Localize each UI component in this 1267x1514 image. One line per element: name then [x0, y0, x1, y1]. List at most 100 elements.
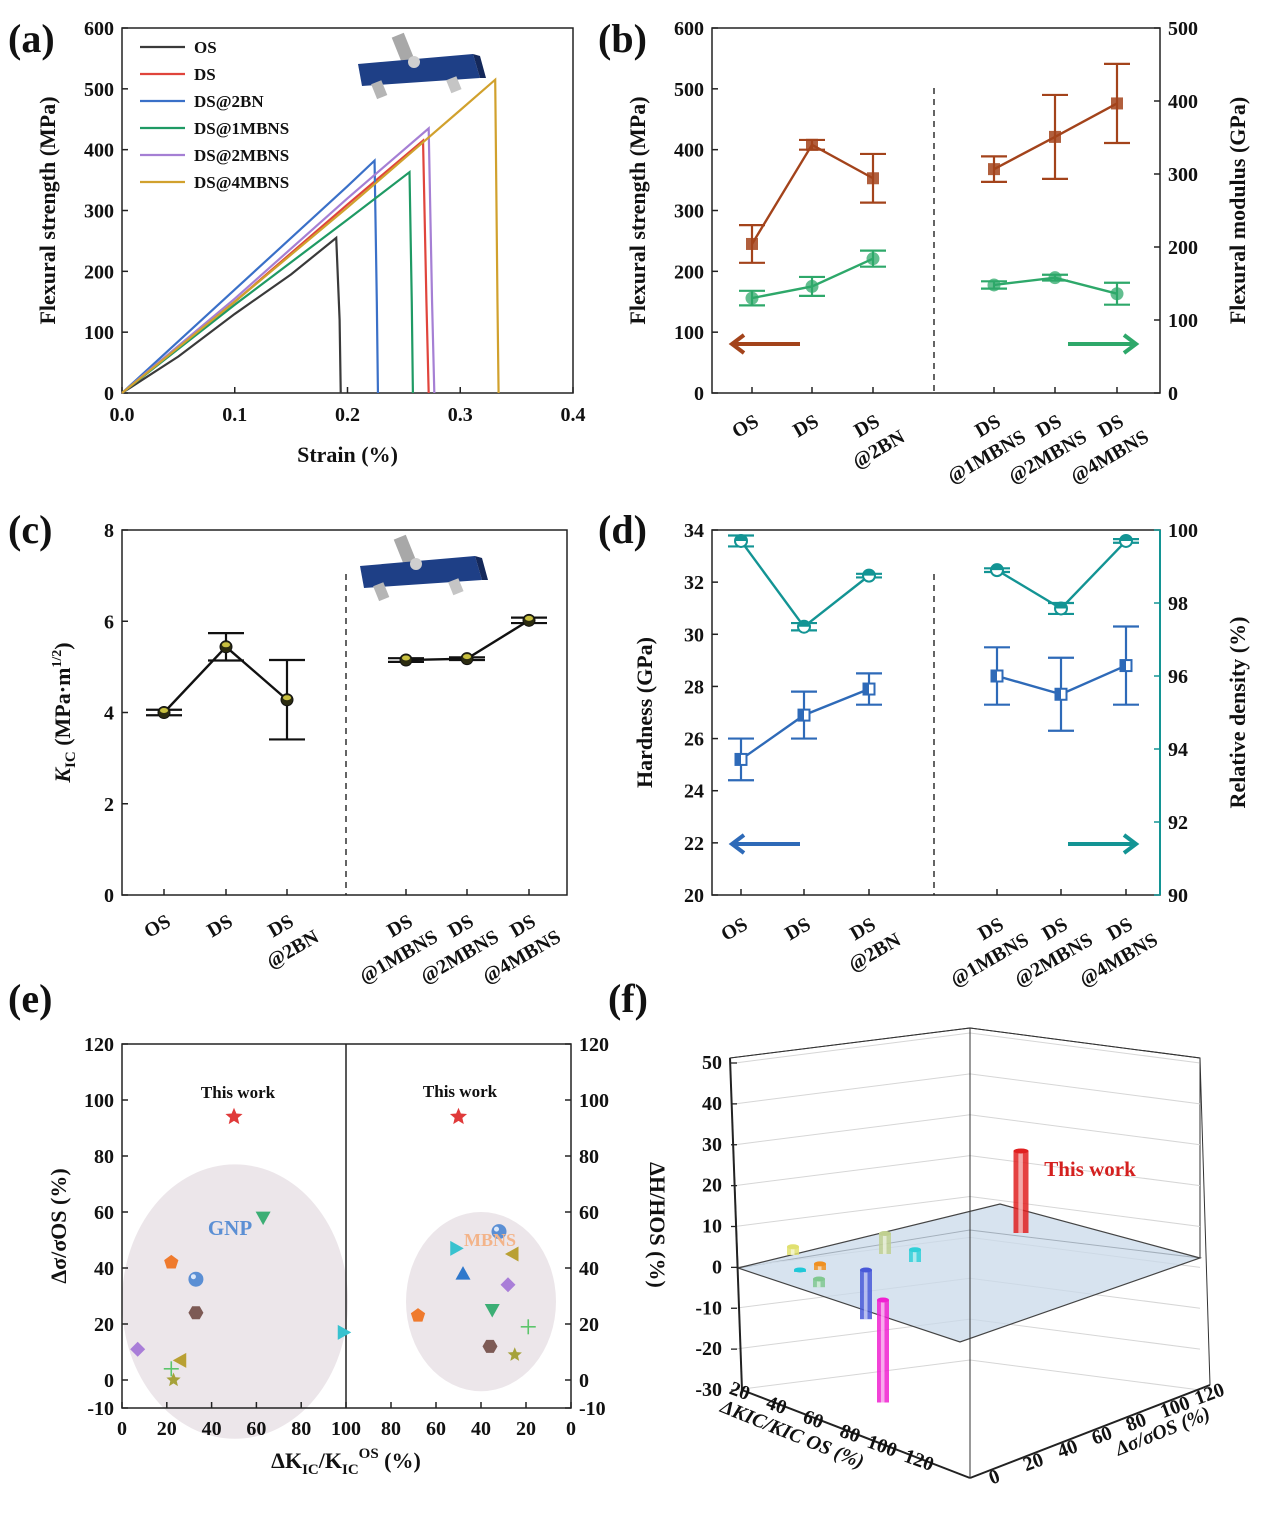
support-pin-icon [371, 80, 388, 100]
y-tick-label: 60 [94, 1202, 114, 1224]
this-work-star-left [225, 1107, 243, 1125]
panel-label: (d) [598, 507, 647, 552]
y2-tick-label: 500 [1168, 18, 1198, 40]
data-point-circle-half [991, 564, 1003, 571]
x-axis-line [741, 1389, 971, 1479]
marker-tri-down [484, 1304, 500, 1318]
this-work-label: This work [1044, 1157, 1136, 1181]
data-point-square-half [798, 709, 804, 721]
y-axis-title: Flexural strength (MPa) [35, 96, 60, 324]
y-tick-label: 0 [104, 885, 114, 907]
x-axis-title: ΔKIC/KICOS (%) [271, 1446, 421, 1478]
legend-label: OS [194, 38, 217, 57]
data-point-circle-half [735, 534, 747, 541]
data-point-circle-half [798, 620, 810, 627]
bar-cylinder-cap [1013, 1148, 1029, 1154]
plot-frame [121, 529, 568, 896]
marker-triangle [455, 1266, 471, 1280]
y-tick-label: 4 [104, 703, 114, 725]
x-axis-title: Strain (%) [297, 442, 398, 467]
x-tick-label: 0 [566, 1418, 576, 1440]
bar-cylinder-shine [1018, 1151, 1023, 1233]
y-tick-label: 300 [674, 201, 704, 223]
top-edge [969, 1027, 1201, 1059]
panel-label: (c) [8, 507, 52, 552]
z-tick-label: 20 [702, 1175, 722, 1197]
left-axis-arrow-head [728, 833, 746, 855]
y2-tick-label: 94 [1168, 739, 1188, 761]
y2-tick-label: 120 [579, 1034, 609, 1056]
vertical-edge [1199, 1057, 1211, 1386]
y-tick-label: 600 [84, 18, 114, 40]
x-tick-label: 40 [202, 1418, 222, 1440]
x-category-label: OS [140, 910, 174, 942]
bar-cylinder-cap [860, 1267, 872, 1273]
support-pin-icon [446, 76, 462, 94]
data-point-square [1111, 97, 1123, 110]
x-tick-label: 80 [291, 1418, 311, 1440]
y-tick-label: 22 [684, 833, 704, 855]
y2-tick-label: 200 [1168, 237, 1198, 259]
this-work-label: This work [201, 1083, 276, 1102]
series-line-DS@2MBNS [121, 126, 436, 394]
z-tick-label: 0 [712, 1256, 722, 1278]
legend-label: DS@4MBNS [194, 173, 289, 192]
y2-tick-label: 0 [579, 1370, 589, 1392]
panel-label: (e) [8, 976, 52, 1021]
data-point-circle-half [1055, 602, 1067, 609]
data-point-highlight [283, 695, 291, 701]
x-tick-label: 80 [381, 1418, 401, 1440]
z-tick-label: 40 [702, 1093, 722, 1115]
legend-label: DS@2BN [194, 92, 264, 111]
y-tick-label: 26 [684, 729, 704, 751]
marker-sphere [188, 1271, 204, 1287]
gnp-region-ellipse [122, 1164, 348, 1439]
marker-hexagon [482, 1339, 498, 1353]
data-point-highlight [402, 655, 410, 661]
data-point-circle [1048, 271, 1062, 285]
plot-frame [711, 529, 1161, 896]
data-point-square [988, 163, 1000, 176]
grid-line [734, 1359, 971, 1391]
bar-cylinder-shine [880, 1300, 885, 1403]
data-point-highlight [222, 642, 230, 648]
x-tick-label: 20 [516, 1418, 536, 1440]
support-pin-icon [448, 578, 464, 596]
support-pin-icon [373, 582, 390, 602]
bar-cylinder-cap [909, 1247, 921, 1253]
bar-cylinder-cap [794, 1267, 806, 1273]
y2-tick-label: 100 [1168, 520, 1198, 542]
plot-frame [711, 27, 1161, 394]
z-tick-label: 50 [702, 1052, 722, 1074]
x-tick-label: 0 [117, 1418, 127, 1440]
y-tick-label: 200 [84, 261, 114, 283]
x-category-label: DS [781, 913, 814, 945]
grid-line [969, 1196, 1201, 1227]
x-tick-label: 0.3 [448, 404, 473, 426]
x-category-label: DS@2BN [832, 906, 905, 976]
marker-hexagon [188, 1306, 204, 1320]
right-axis-arrow-head [1122, 333, 1140, 355]
data-point-square [806, 138, 818, 151]
bar-cylinder-cap [787, 1244, 799, 1250]
data-point-square [1049, 130, 1061, 143]
y-axis-title: KIC (MPa·m1/2) [50, 642, 79, 783]
marker-sphere-highlight [494, 1226, 499, 1232]
y-tick-label: 0 [986, 1465, 1003, 1489]
data-point-square-half [1120, 660, 1126, 672]
x-tick-label: 40 [471, 1418, 491, 1440]
grid-line [734, 1073, 971, 1105]
panel-label: (b) [598, 16, 647, 61]
y2-tick-label: 0 [1168, 383, 1178, 405]
gnp-group-label: GNP [208, 1216, 253, 1240]
marker-tri-down [255, 1211, 271, 1226]
data-point-circle [805, 279, 819, 293]
y-tick-label: 8 [104, 520, 114, 542]
data-point-square-half [1055, 688, 1061, 700]
y-tick-label: 20 [94, 1314, 114, 1336]
y-tick-label: 0 [104, 383, 114, 405]
marker-pentagon [410, 1308, 426, 1322]
y-axis-title: Hardness (GPa) [632, 637, 657, 788]
y2-tick-label: 100 [1168, 310, 1198, 332]
